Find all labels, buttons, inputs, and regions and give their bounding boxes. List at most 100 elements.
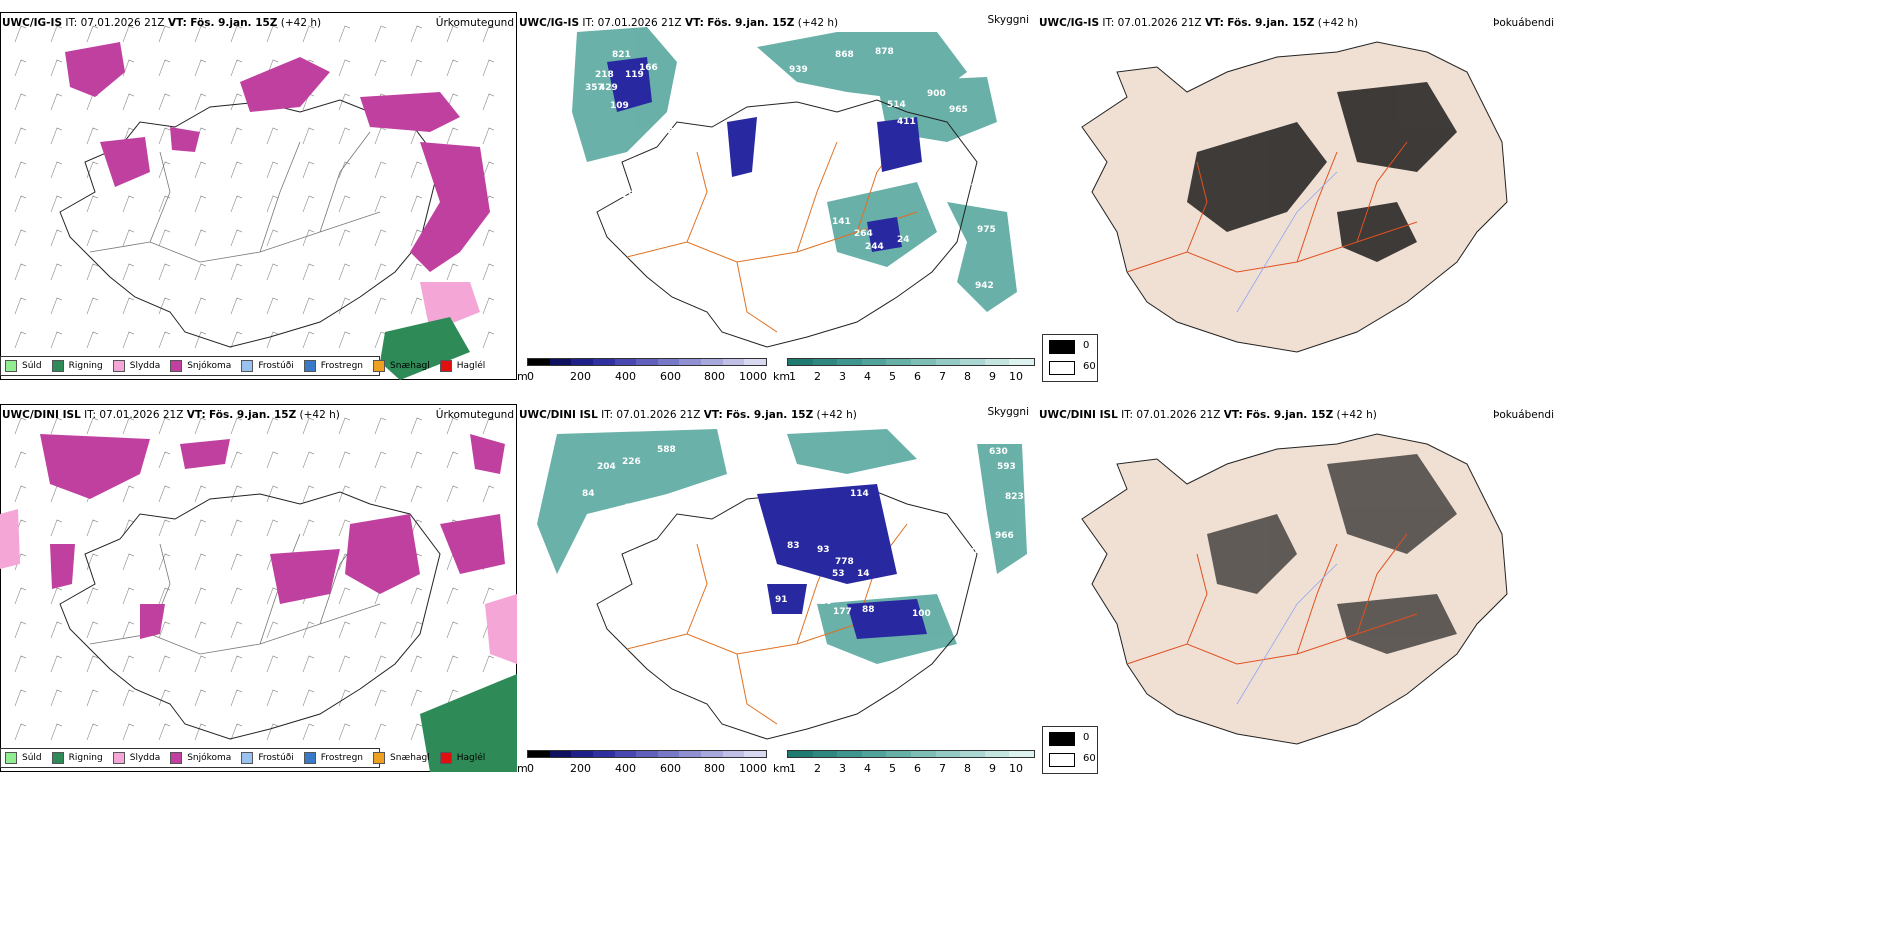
colorbar-strip [787,750,1035,758]
map-frame [0,404,517,772]
panel-name: Þokuábendi [1493,409,1554,421]
legend-item-freezing-drizzle: Frostúði [241,360,294,372]
panel-title: UWC/IG-IS IT: 07.01.2026 21Z VT: Fös. 9.… [2,17,322,29]
svg-text:89: 89 [985,185,998,195]
svg-text:53: 53 [832,569,845,579]
fog-shading [1207,454,1457,654]
visibility-values: 588 226 204 200 84 94 630 593 823 966 10… [582,445,1024,677]
road-network [626,523,918,725]
legend-item-drizzle: Súld [5,360,42,372]
road-lines [89,131,381,263]
svg-text:264: 264 [854,229,873,239]
iceland-landmass [1081,433,1508,745]
panel-top-visibility: 821 218 357 429 109 166 119 208 204 99 2… [517,12,1037,383]
svg-text:93: 93 [817,545,830,555]
road-network [626,131,918,333]
legend-item-snow: Snjókoma [170,752,231,764]
colorbar-unit: km [773,370,791,383]
svg-text:177: 177 [833,607,852,617]
road-lines [1126,141,1418,273]
svg-text:357: 357 [585,83,604,93]
precip-map [14,25,495,380]
panel-bottom-precip: UWC/DINI ISL IT: 07.01.2026 21Z VT: Fös.… [0,404,517,772]
colorbar-tick: 1000 [739,370,767,383]
svg-text:314: 314 [964,183,983,193]
colorbar-tick: 800 [704,762,725,775]
colorbar-tick: 6 [914,370,921,383]
svg-text:295: 295 [622,190,641,200]
svg-text:514: 514 [887,100,906,110]
legend-item-sleet: Slydda [112,752,160,764]
svg-text:878: 878 [875,47,894,57]
panel-bottom-visibility: 588 226 204 200 84 94 630 593 823 966 10… [517,404,1037,775]
visibility-map: 821 218 357 429 109 166 119 208 204 99 2… [572,27,1017,348]
panel-name: Skyggni [987,14,1030,26]
svg-text:94: 94 [617,579,630,589]
colorbar-tick: 1 [789,370,796,383]
svg-text:218: 218 [595,70,614,80]
legend-item-snow-pellets: Snæhagl [373,752,430,764]
low-vis-areas [757,484,927,639]
colorbar-tick: 3 [839,762,846,775]
rivers [1236,563,1338,705]
iceland-outline [59,491,441,740]
svg-text:588: 588 [657,445,676,455]
road-lines [89,523,381,655]
fog-shading [1187,82,1457,262]
svg-text:402: 402 [765,77,784,87]
colorbar-unit: m [517,762,528,775]
svg-text:24: 24 [867,667,880,677]
legend-item-rain: Rigning [51,360,103,372]
svg-text:119: 119 [625,70,644,80]
visibility-map: 588 226 204 200 84 94 630 593 823 966 10… [537,429,1027,740]
panel-name: Úrkomutegund [435,17,514,29]
rain-area [380,317,470,380]
colorbar-tick: 4 [864,762,871,775]
legend-item-snow: Snjókoma [170,360,231,372]
panel-title: UWC/DINI ISL IT: 07.01.2026 21Z VT: Fös.… [2,409,340,421]
svg-text:823: 823 [1005,492,1024,502]
colorbar-tick: 3 [839,370,846,383]
colorbar-tick: 6 [914,762,921,775]
fog-legend-bottom: 0 60 [1042,726,1098,774]
svg-text:593: 593 [997,462,1016,472]
svg-text:204: 204 [647,155,666,165]
legend-item-freezing-rain: Frostregn [303,752,363,764]
colorbar-tick: 200 [570,762,591,775]
svg-text:226: 226 [622,457,641,467]
svg-text:18: 18 [753,525,766,535]
visibility-values: 821 218 357 429 109 166 119 208 204 99 2… [585,47,998,291]
svg-text:88: 88 [862,605,875,615]
colorbar-tick: 7 [939,370,946,383]
iceland-outline [59,99,441,348]
colorbar-tick: 400 [615,762,636,775]
panel-top-precip: UWC/IG-IS IT: 07.01.2026 21Z VT: Fös. 9.… [0,12,517,380]
colorbar-tick: 1000 [739,762,767,775]
colorbar-strip [527,358,767,366]
colorbar-tick: 7 [939,762,946,775]
svg-text:83: 83 [787,541,800,551]
svg-text:975: 975 [977,225,996,235]
svg-text:821: 821 [612,50,631,60]
svg-text:166: 166 [639,63,658,73]
svg-text:282: 282 [949,177,968,187]
svg-text:630: 630 [989,447,1008,457]
colorbar-tick: 5 [889,762,896,775]
fog-legend-top: 0 60 [1042,334,1098,382]
svg-text:353: 353 [769,89,788,99]
svg-text:84: 84 [582,489,595,499]
svg-text:24: 24 [897,235,910,245]
colorbar-strip [527,750,767,758]
colorbar-tick: 8 [964,762,971,775]
svg-text:965: 965 [949,105,968,115]
svg-text:868: 868 [835,50,854,60]
svg-text:244: 244 [865,242,884,252]
svg-text:141: 141 [832,217,851,227]
precip-legend: Súld Rigning Slydda Snjókoma Frostúði Fr… [0,748,485,768]
colorbar-tick: 9 [989,370,996,383]
fog-map [1081,433,1508,745]
colorbar-tick: 4 [864,370,871,383]
svg-text:106: 106 [965,547,984,557]
visibility-m-colorbar: m 0 200 400 600 800 1000 [517,750,767,776]
svg-text:91: 91 [775,595,788,605]
